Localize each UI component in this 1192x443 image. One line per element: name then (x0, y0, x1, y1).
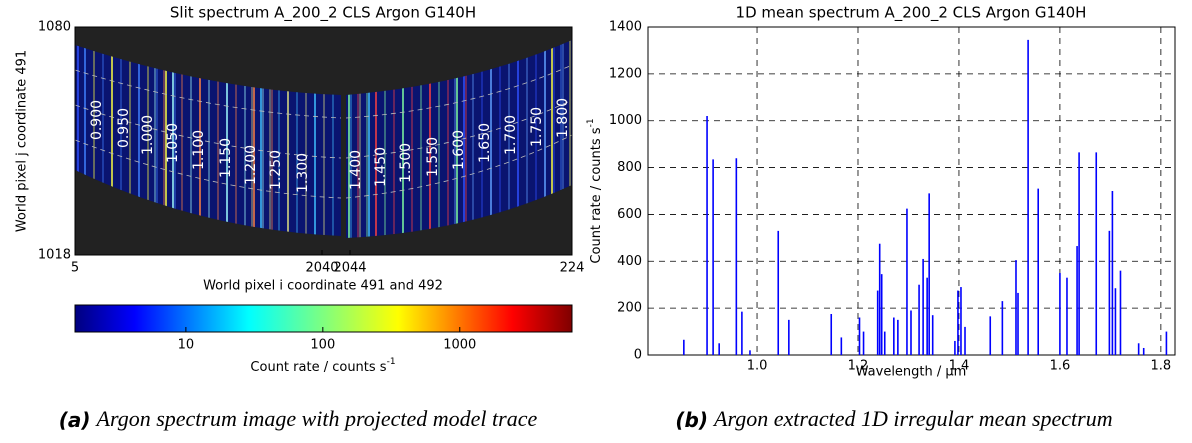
wavelength-annotation: 1.650 (477, 123, 493, 163)
caption-label: (b) (675, 408, 708, 432)
y-tick-label: 200 (617, 301, 642, 316)
plot-frame (74, 26, 573, 256)
caption-label: (a) (59, 408, 91, 432)
wavelength-annotation: 1.600 (451, 130, 467, 170)
wavelength-annotation: 1.200 (243, 145, 259, 185)
caption-a: (a) Argon spectrum image with projected m… (59, 406, 538, 431)
y-tick-label: 1200 (609, 66, 642, 81)
wavelength-annotation: 1.300 (295, 153, 311, 193)
caption-text: Argon spectrum image with projected mode… (95, 406, 538, 431)
wavelength-annotation: 1.800 (555, 98, 571, 138)
x-tick-label: 1.8 (1151, 359, 1172, 374)
colorbar-label-superscript: -1 (387, 357, 396, 367)
colorbar-tick-label: 1000 (443, 338, 476, 353)
x-tick-label: 1.0 (747, 359, 768, 374)
y-tick-label: 1018 (38, 248, 71, 263)
y-tick-label: 1400 (609, 20, 642, 35)
y-tick-label: 800 (617, 160, 642, 175)
chart-title: Slit spectrum A_200_2 CLS Argon G140H (170, 4, 476, 23)
caption-b: (b) Argon extracted 1D irregular mean spe… (675, 406, 1112, 431)
wavelength-annotation: 1.000 (140, 115, 156, 155)
chart-title: 1D mean spectrum A_200_2 CLS Argon G140H (736, 4, 1087, 23)
model-trace (75, 134, 572, 199)
wavelength-annotation: 1.700 (503, 115, 519, 155)
wavelength-annotation: 1.550 (425, 137, 441, 177)
y-axis-label-text: Count rate / counts s (589, 127, 604, 263)
model-trace (75, 64, 572, 119)
x-axis-label: World pixel i coordinate 491 and 492 (203, 279, 443, 294)
x-tick-label: 5 (71, 261, 79, 276)
y-tick-label: 1000 (609, 113, 642, 128)
caption-text: Argon extracted 1D irregular mean spectr… (712, 406, 1113, 431)
y-tick-label: 1080 (38, 20, 71, 35)
colorbar-label-text: Count rate / counts s (250, 360, 386, 375)
colorbar-tick-label: 100 (310, 338, 335, 353)
wavelength-annotation: 0.900 (89, 100, 105, 140)
y-tick-label: 0 (634, 348, 642, 363)
wavelength-annotation: 1.100 (191, 130, 207, 170)
x-tick-label: 1.6 (1050, 359, 1071, 374)
x-tick-label: 2040 (305, 261, 338, 276)
y-tick-label: 400 (617, 254, 642, 269)
x-tick-label: 2044 (333, 261, 366, 276)
wavelength-annotation: 1.500 (398, 143, 414, 183)
left-panel: Slit spectrum A_200_2 CLS Argon G140H Wo… (15, 4, 573, 375)
wavelength-annotation: 1.400 (348, 150, 364, 190)
wavelength-annotation: 1.050 (165, 123, 181, 163)
x-tick-label: 1.4 (949, 359, 970, 374)
x-tick-label: 224 (560, 261, 585, 276)
colorbar-label: Count rate / counts s-1 (250, 357, 395, 375)
wavelength-annotation: 0.950 (116, 108, 132, 148)
y-tick-label: 600 (617, 207, 642, 222)
y-axis-label: Count rate / counts s-1 (586, 118, 604, 263)
wavelength-annotation: 1.750 (529, 107, 545, 147)
colorbar (74, 304, 573, 333)
y-axis-label: World pixel j coordinate 491 (15, 50, 30, 232)
wavelength-annotation: 1.250 (268, 150, 284, 190)
model-trace (75, 99, 572, 159)
y-axis-label-superscript: -1 (586, 118, 596, 127)
wavelength-annotation: 1.450 (373, 147, 389, 187)
x-tick-label: 1.2 (848, 359, 869, 374)
x-axis-label: Wavelength / μm (856, 365, 967, 380)
colorbar-tick-label: 10 (178, 338, 195, 353)
wavelength-annotation: 1.150 (218, 138, 234, 178)
